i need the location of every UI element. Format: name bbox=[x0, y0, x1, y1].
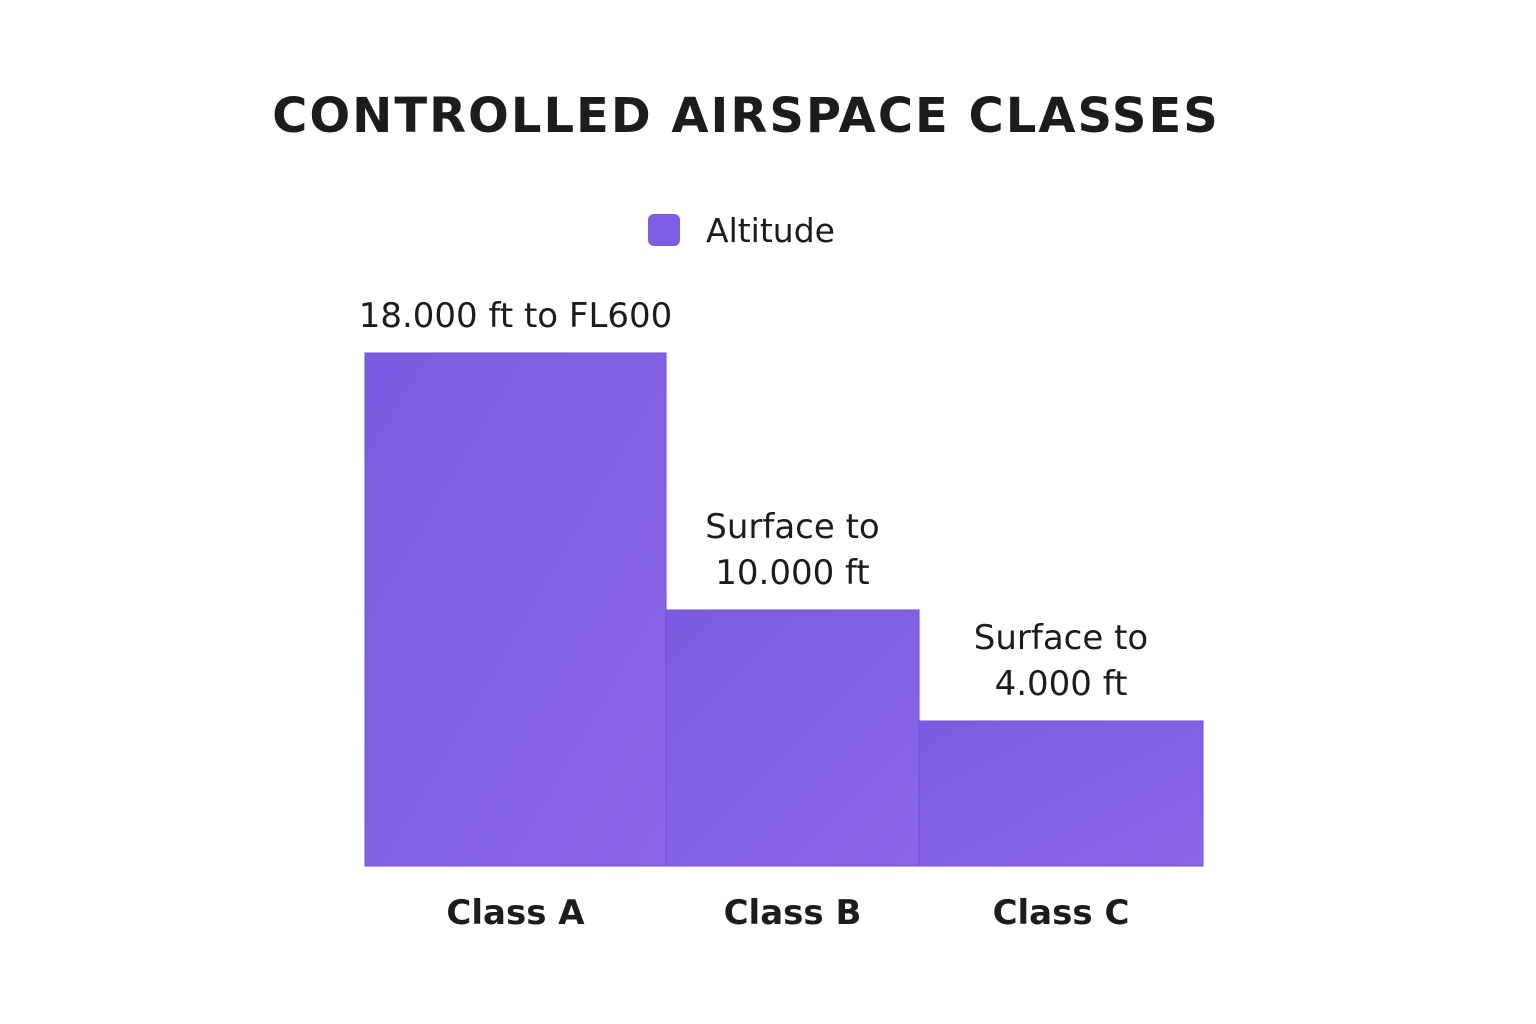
chart-title: CONTROLLED AIRSPACE CLASSES bbox=[272, 88, 1220, 144]
category-label-class-c: Class C bbox=[993, 893, 1130, 933]
legend-label: Altitude bbox=[706, 210, 835, 250]
bar-class-c bbox=[918, 720, 1204, 867]
bars-layer bbox=[364, 352, 1204, 867]
data-label-class-a: 18.000 ft to FL600 bbox=[359, 296, 673, 336]
data-label-class-c-line-2: 4.000 ft bbox=[995, 664, 1128, 704]
data-label-class-b-line-2: 10.000 ft bbox=[715, 553, 869, 593]
category-label-class-b: Class B bbox=[724, 893, 862, 933]
legend-swatch bbox=[648, 214, 680, 246]
data-label-class-b-line-1: Surface to bbox=[705, 507, 879, 547]
data-label-class-c-line-1: Surface to bbox=[974, 618, 1148, 658]
legend: Altitude bbox=[648, 210, 835, 250]
bar-class-a bbox=[364, 352, 667, 867]
bar-class-b bbox=[665, 609, 920, 867]
category-label-class-a: Class A bbox=[446, 893, 585, 933]
labels-layer: 18.000 ft to FL600 Class A Surface to 10.00… bbox=[359, 296, 1149, 933]
